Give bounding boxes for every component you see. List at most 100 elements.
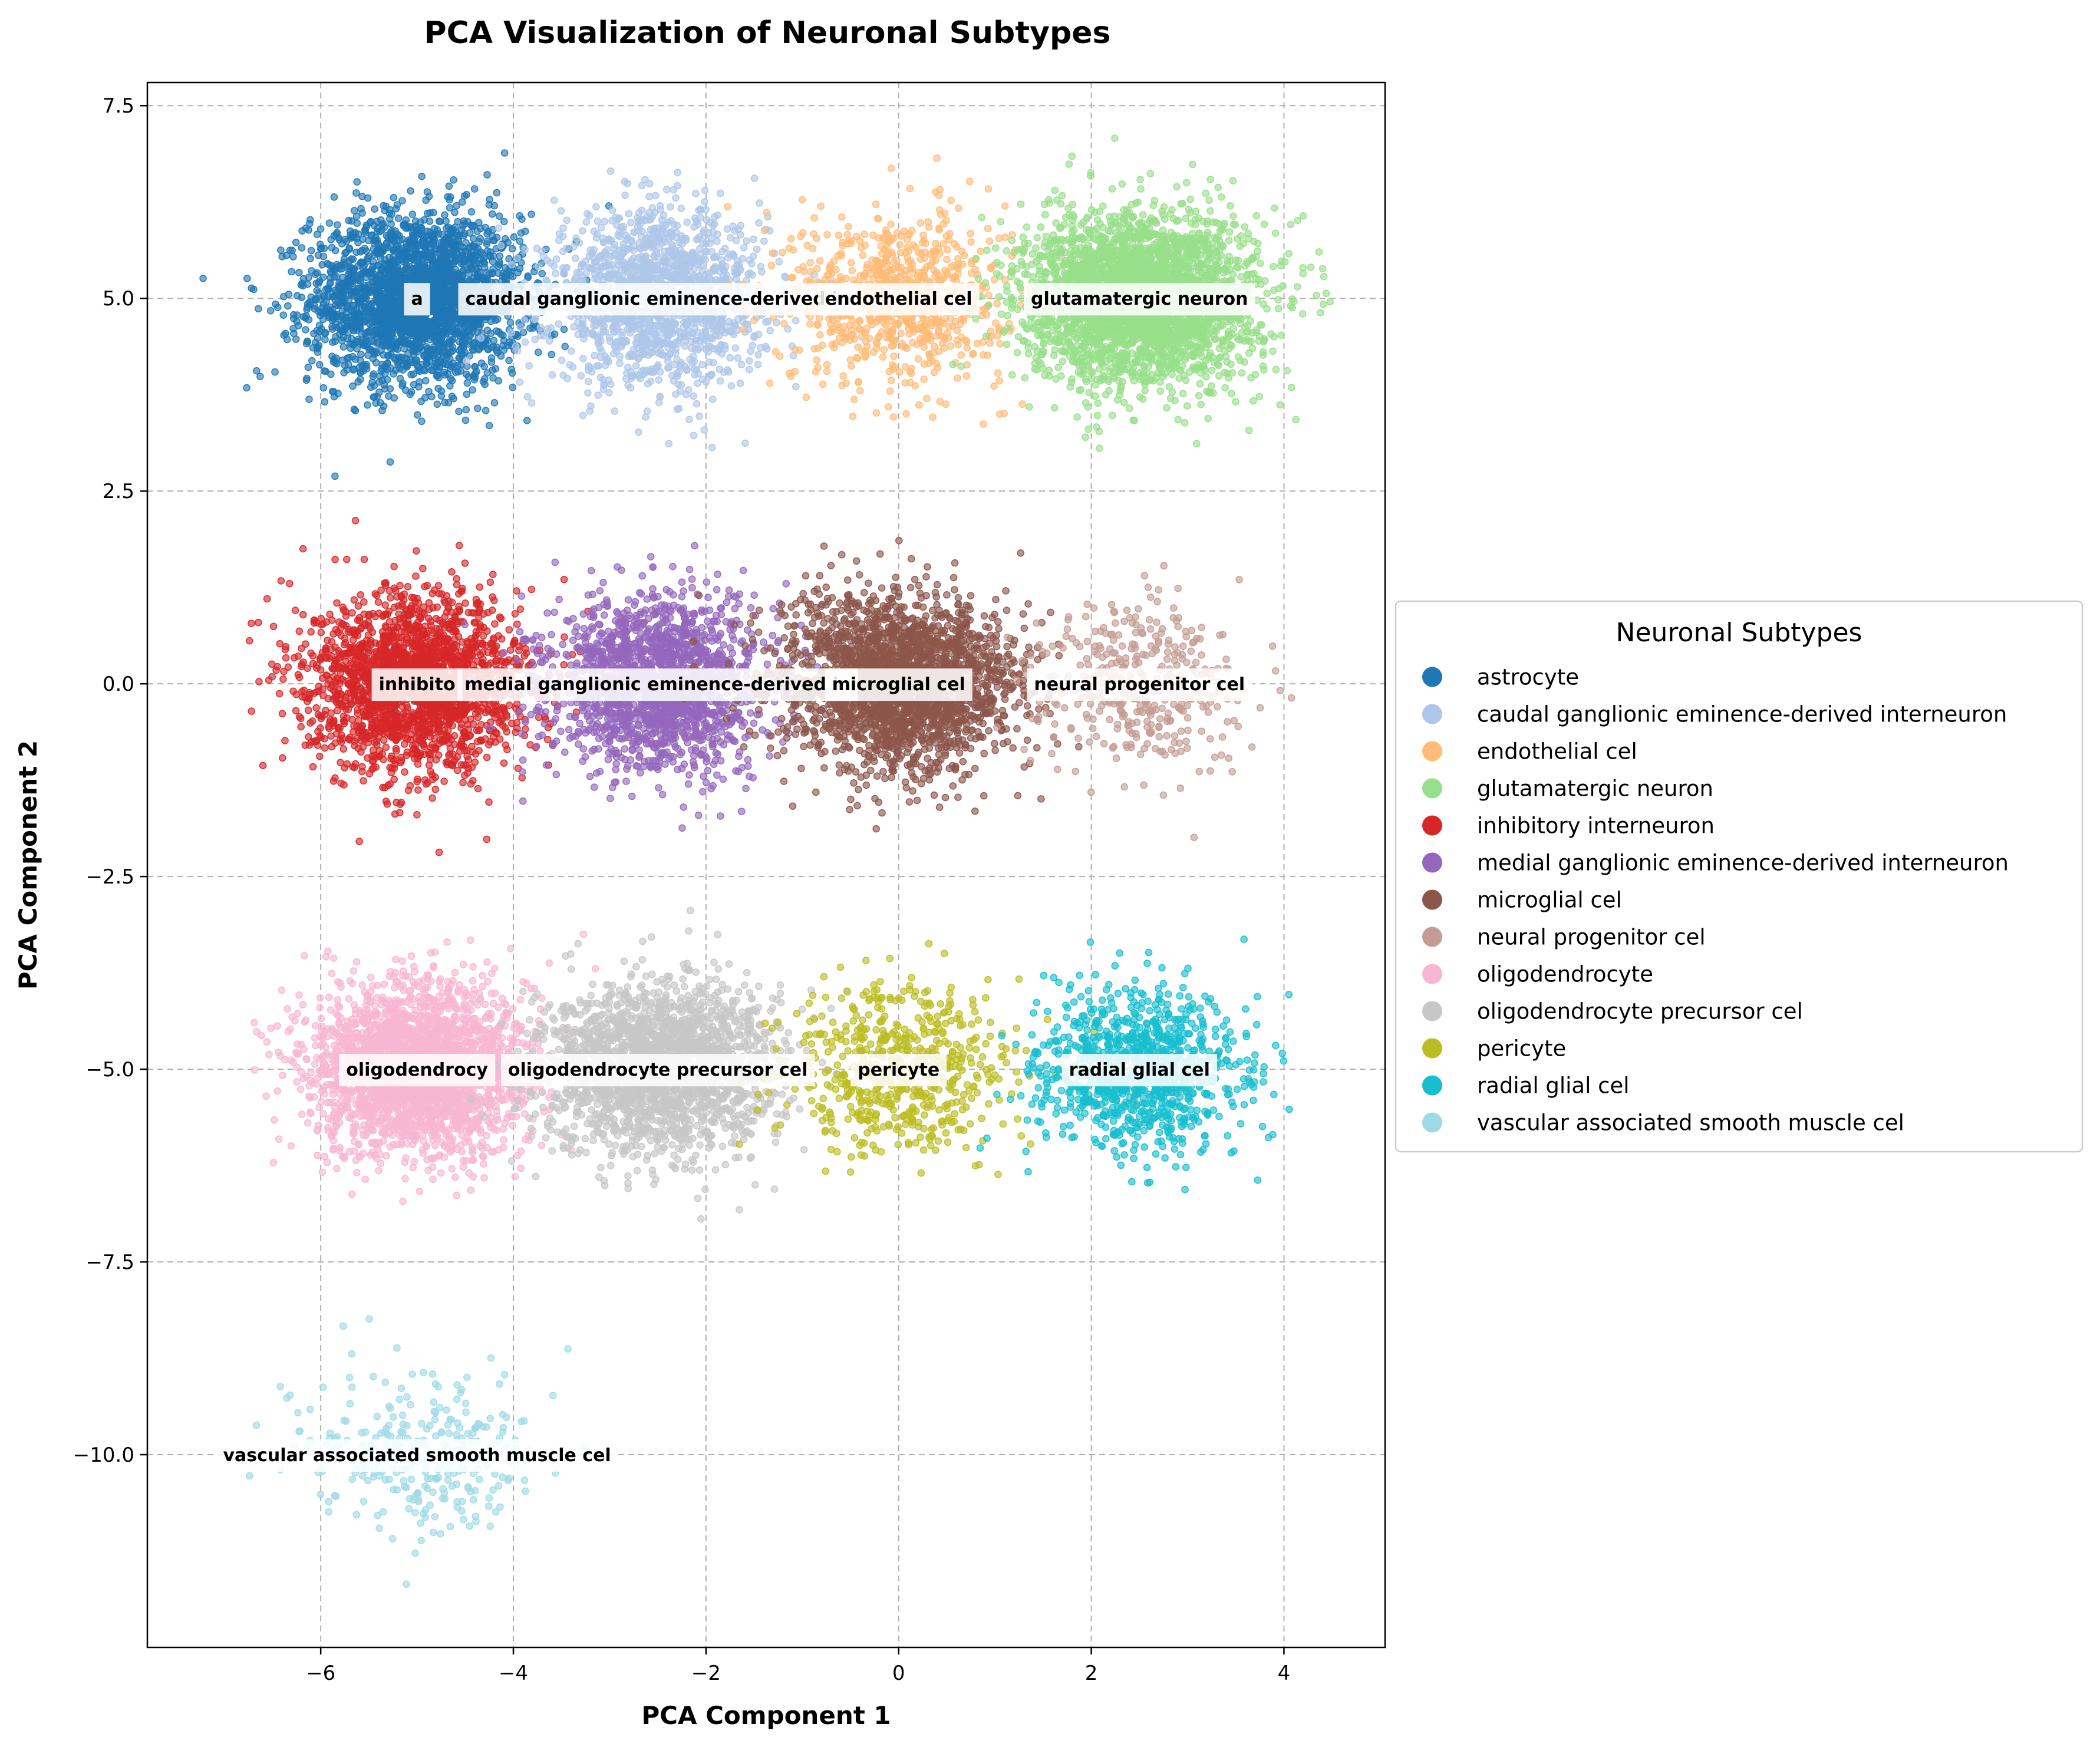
data-point [621,191,629,199]
data-point [271,368,279,376]
data-point [254,305,262,313]
data-point [451,294,459,302]
data-point [517,229,525,237]
data-point [458,198,466,206]
data-point [463,390,471,398]
data-point [453,272,460,281]
data-point [875,315,882,324]
data-point [705,322,713,330]
data-point [745,357,753,365]
data-point [792,317,800,325]
data-point [334,390,342,398]
data-point [739,318,747,326]
data-point [806,320,814,328]
data-point [838,381,846,390]
data-point [750,252,757,261]
data-point [416,378,423,386]
data-point [702,239,710,248]
data-point [714,230,721,238]
data-point [475,238,483,246]
data-point [887,164,895,172]
data-point [369,354,377,362]
data-point [525,362,533,370]
data-point [935,328,942,336]
data-point [767,262,776,269]
data-point [312,279,321,288]
data-point [357,205,365,213]
data-point [446,193,454,201]
data-point [746,365,753,374]
data-point [403,361,411,369]
data-point [914,355,922,363]
data-point [613,347,621,355]
data-point [935,225,943,232]
data-point [600,322,608,330]
data-point [308,357,316,365]
data-point [349,366,357,374]
data-point [652,192,660,200]
data-point [960,317,967,325]
data-point [446,312,454,321]
data-point [417,397,425,406]
data-point [569,243,578,251]
data-point [838,252,845,260]
data-point [315,289,323,297]
data-point [1001,233,1009,242]
data-point [990,382,998,390]
data-point [627,259,634,267]
data-point [678,240,687,248]
data-point [534,348,542,357]
data-point [513,347,522,355]
data-point [614,215,622,223]
data-point [306,255,314,263]
data-point [823,367,831,375]
data-point [868,264,876,272]
data-point [470,222,478,229]
data-point [887,377,895,384]
data-point [305,395,313,403]
data-point [290,329,298,338]
data-point [809,245,817,253]
data-point [848,362,855,370]
data-point [577,372,585,380]
data-point [303,337,311,345]
data-point [370,393,378,401]
data-point [505,357,513,364]
data-point [463,190,471,199]
data-point [381,256,389,264]
data-point [506,318,515,327]
data-point [422,196,430,205]
data-point [917,338,925,347]
data-point [489,366,496,374]
data-point [399,258,407,266]
data-point [632,362,640,370]
data-point [393,321,400,329]
data-point [693,400,701,408]
data-point [636,216,644,224]
data-point [906,257,914,265]
data-point [635,428,642,436]
data-point [388,329,395,337]
data-point [455,407,463,416]
data-point [376,372,384,380]
data-point [727,382,736,390]
data-point [798,196,806,204]
data-point [983,311,991,319]
data-point [483,171,491,179]
data-point [672,390,680,398]
data-point [682,390,690,398]
data-point [521,246,529,253]
data-point [385,266,393,274]
data-point [350,265,358,273]
data-point [690,392,697,400]
data-point [605,271,613,278]
data-point [370,370,378,378]
data-point [332,273,341,281]
data-point [627,384,634,392]
data-point [464,266,472,274]
data-point [616,233,624,240]
data-point [579,317,587,325]
data-point [673,355,681,364]
data-point [845,223,852,231]
data-point [846,321,853,329]
